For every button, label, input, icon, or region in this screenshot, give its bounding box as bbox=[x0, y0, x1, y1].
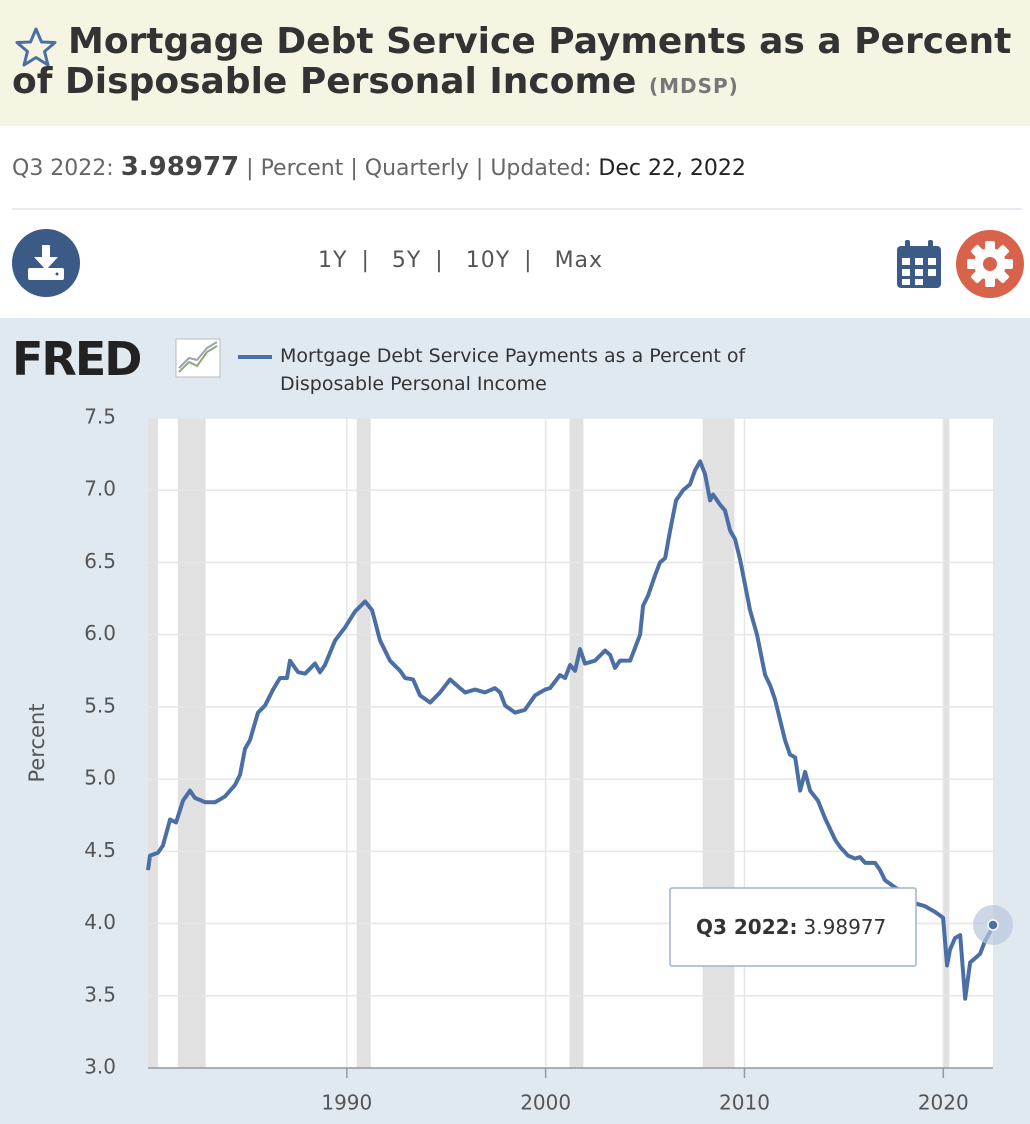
range-1y[interactable]: 1Y bbox=[318, 248, 348, 273]
legend-swatch bbox=[238, 355, 272, 359]
frequency: Quarterly bbox=[364, 156, 469, 181]
download-button[interactable] bbox=[11, 228, 81, 298]
x-tick-label: 1990 bbox=[321, 1091, 372, 1115]
y-tick-label: 6.5 bbox=[84, 549, 116, 573]
updated-label: Updated: bbox=[490, 156, 592, 181]
sep: | bbox=[350, 156, 358, 181]
legend-entry: Mortgage Debt Service Payments as a Perc… bbox=[280, 345, 746, 395]
sep: | bbox=[475, 156, 484, 181]
sep: | bbox=[246, 156, 254, 181]
y-tick-label: 6.0 bbox=[84, 621, 116, 645]
hover-point bbox=[987, 919, 999, 931]
divider bbox=[12, 208, 1022, 210]
recession-band bbox=[702, 418, 735, 1068]
y-tick-label: 7.0 bbox=[84, 477, 116, 501]
recession-band bbox=[148, 418, 158, 1068]
recession-band bbox=[943, 418, 950, 1068]
range-10y[interactable]: 10Y bbox=[465, 248, 511, 273]
y-tick-label: 4.0 bbox=[84, 910, 116, 934]
series-title: Mortgage Debt Service Payments as a Perc… bbox=[12, 22, 1012, 106]
range-5y[interactable]: 5Y bbox=[391, 248, 422, 273]
y-tick-label: 7.5 bbox=[84, 405, 116, 429]
calendar-button[interactable] bbox=[895, 238, 943, 290]
recession-band bbox=[177, 418, 206, 1068]
x-tick-label: 2010 bbox=[719, 1091, 770, 1115]
y-tick-label: 3.5 bbox=[84, 982, 116, 1006]
header: Mortgage Debt Service Payments as a Perc… bbox=[0, 0, 1030, 126]
x-tick-label: 2020 bbox=[918, 1091, 969, 1115]
tooltip-value: 3.98977 bbox=[804, 915, 887, 939]
tooltip-text: Q3 2022: 3.98977 bbox=[696, 915, 886, 939]
recession-band bbox=[356, 418, 371, 1068]
sep: | bbox=[524, 248, 533, 273]
fred-logo[interactable]: FRED bbox=[12, 332, 142, 386]
sep: | bbox=[435, 248, 444, 273]
tooltip: Q3 2022: 3.98977 bbox=[669, 887, 917, 967]
units: Percent bbox=[260, 156, 344, 181]
y-axis-label: Percent bbox=[25, 703, 49, 782]
tooltip-label: Q3 2022: bbox=[696, 915, 798, 939]
y-tick-label: 3.0 bbox=[84, 1055, 116, 1079]
y-tick-label: 4.5 bbox=[84, 838, 116, 862]
series-code: (MDSP) bbox=[648, 74, 739, 98]
x-tick-label: 2000 bbox=[520, 1091, 571, 1115]
star-icon[interactable] bbox=[14, 26, 58, 70]
period: Q3 2022: bbox=[12, 156, 114, 181]
data-line bbox=[146, 459, 995, 1001]
meta-row: Q3 2022: 3.98977 | Percent | Quarterly |… bbox=[12, 152, 746, 182]
range-max[interactable]: Max bbox=[554, 248, 604, 273]
y-tick-label: 5.0 bbox=[84, 766, 116, 790]
settings-button[interactable] bbox=[955, 229, 1025, 299]
tooltip-box bbox=[669, 887, 917, 967]
sep: | bbox=[361, 248, 370, 273]
updated-date: Dec 22, 2022 bbox=[598, 156, 746, 181]
recession-band bbox=[569, 418, 584, 1068]
latest-value: 3.98977 bbox=[120, 152, 240, 182]
range-buttons: 1Y | 5Y | 10Y | Max bbox=[318, 248, 617, 273]
y-tick-label: 5.5 bbox=[84, 693, 116, 717]
title-text: Mortgage Debt Service Payments as a Perc… bbox=[12, 21, 1012, 102]
logo-icon bbox=[175, 338, 221, 378]
